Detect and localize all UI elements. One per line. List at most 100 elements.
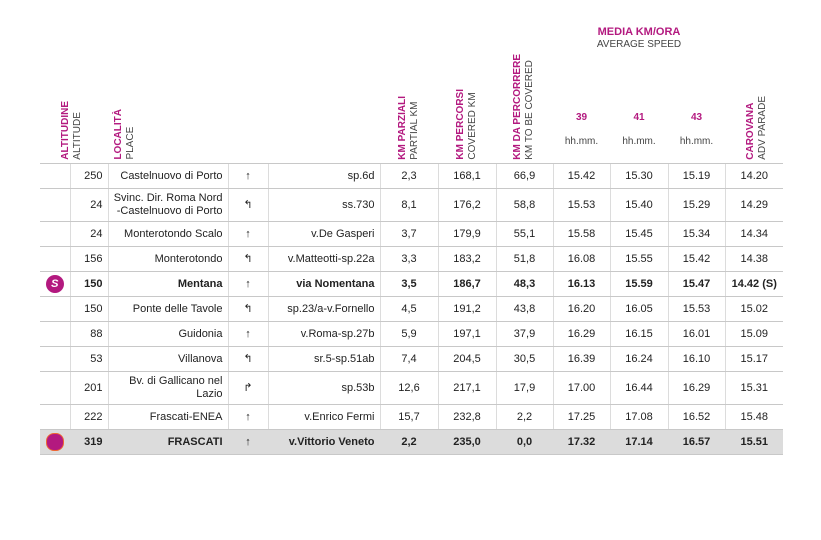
- speed-unit: hh.mm.: [622, 136, 656, 147]
- place-header: LOCALITÀ PLACE: [113, 109, 137, 160]
- speed-col: 39 hh.mm.: [553, 112, 610, 148]
- km-to-cover: 51,8: [495, 246, 553, 272]
- time-43: 16.52: [667, 404, 725, 430]
- road: sp.6d: [267, 163, 380, 189]
- header-en: COVERED KM: [467, 92, 478, 160]
- partial-header: KM PARZIALI PARTIAL KM: [397, 96, 421, 160]
- km-to-cover: 0,0: [495, 429, 553, 455]
- altitude-header: ALTITUDINE ALTITUDE: [60, 101, 84, 160]
- speed-col: 43 hh.mm.: [668, 112, 725, 148]
- km-to-cover: 2,2: [495, 404, 553, 430]
- row-icon: [40, 346, 70, 372]
- speed-value: 39: [575, 112, 588, 123]
- time-39: 17.32: [552, 429, 610, 455]
- time-39: 15.58: [552, 221, 610, 247]
- direction: ↰: [227, 246, 268, 272]
- header-it: MEDIA KM/ORA: [597, 26, 681, 38]
- place: Guidonia: [107, 321, 228, 347]
- caravan-time: 14.34: [724, 221, 783, 247]
- sprint-marker: S: [45, 275, 64, 293]
- time-41: 15.45: [609, 221, 668, 247]
- altitude: 88: [69, 321, 108, 347]
- altitude: 24: [69, 188, 108, 222]
- row-icon: [40, 221, 70, 247]
- time-39: 15.42: [552, 163, 610, 189]
- km-to-cover: 66,9: [495, 163, 553, 189]
- to-cover-header: KM DA PERCORRERE KM TO BE COVERED: [512, 54, 536, 160]
- covered-header: KM PERCORSI COVERED KM: [455, 89, 479, 160]
- header-it: CAROVANA: [745, 102, 756, 160]
- header-en: PLACE: [125, 127, 136, 160]
- road: sp.23/a-v.Fornello: [267, 296, 380, 322]
- time-41: 16.44: [609, 371, 668, 405]
- partial-km: 15,7: [379, 404, 438, 430]
- place: Monterotondo: [107, 246, 228, 272]
- time-43: 16.57: [667, 429, 725, 455]
- header-en: PARTIAL KM: [409, 101, 420, 160]
- time-43: 16.10: [667, 346, 725, 372]
- time-43: 15.53: [667, 296, 725, 322]
- covered-km: 186,7: [437, 271, 496, 297]
- place: Villanova: [107, 346, 228, 372]
- partial-km: 12,6: [379, 371, 438, 405]
- time-39: 16.13: [552, 271, 610, 297]
- time-39: 16.29: [552, 321, 610, 347]
- time-39: 17.25: [552, 404, 610, 430]
- table-row: S 150 Mentana ↑ via Nomentana 3,5 186,7 48,3 16.…: [40, 271, 783, 297]
- table-row: 250 Castelnuovo di Porto ↑ sp.6d 2,3 168,1 66,…: [40, 163, 783, 189]
- table-row: 24 Svinc. Dir. Roma Nord -Castelnuovo di …: [40, 188, 783, 222]
- time-43: 16.29: [667, 371, 725, 405]
- covered-km: 232,8: [437, 404, 496, 430]
- header-it: KM PERCORSI: [455, 89, 466, 160]
- direction: ↰: [227, 296, 268, 322]
- table-row: 156 Monterotondo ↰ v.Matteotti-sp.22a 3,3 183…: [40, 246, 783, 272]
- row-icon: [40, 188, 70, 222]
- road: ss.730: [267, 188, 380, 222]
- covered-km: 191,2: [437, 296, 496, 322]
- header-it: KM DA PERCORRERE: [512, 54, 523, 160]
- altitude: 150: [69, 296, 108, 322]
- row-icon: [40, 371, 70, 405]
- km-to-cover: 48,3: [495, 271, 553, 297]
- place: Mentana: [107, 271, 228, 297]
- row-icon: [40, 404, 70, 430]
- covered-km: 168,1: [437, 163, 496, 189]
- time-41: 15.55: [609, 246, 668, 272]
- header-it: KM PARZIALI: [397, 96, 408, 160]
- time-41: 16.24: [609, 346, 668, 372]
- place: Ponte delle Tavole: [107, 296, 228, 322]
- km-to-cover: 17,9: [495, 371, 553, 405]
- direction: ↰: [227, 188, 268, 222]
- partial-km: 3,7: [379, 221, 438, 247]
- road: v.Vittorio Veneto: [267, 429, 380, 455]
- table-row: 53 Villanova ↰ sr.5-sp.51ab 7,4 204,5 30,5 16.3…: [40, 346, 783, 372]
- altitude: 319: [69, 429, 108, 455]
- speed-unit: hh.mm.: [679, 136, 714, 147]
- row-icon: [40, 163, 70, 189]
- road: via Nomentana: [267, 271, 380, 297]
- covered-km: 204,5: [437, 346, 496, 372]
- covered-km: 179,9: [437, 221, 496, 247]
- route-table: 250 Castelnuovo di Porto ↑ sp.6d 2,3 168,1 66,…: [40, 163, 783, 455]
- partial-km: 2,2: [379, 429, 438, 455]
- road: sp.53b: [267, 371, 380, 405]
- partial-km: 4,5: [379, 296, 438, 322]
- time-41: 16.05: [609, 296, 668, 322]
- km-to-cover: 43,8: [495, 296, 553, 322]
- time-43: 16.01: [667, 321, 725, 347]
- partial-km: 2,3: [379, 163, 438, 189]
- time-39: 16.08: [552, 246, 610, 272]
- row-icon: [40, 246, 70, 272]
- covered-km: 197,1: [437, 321, 496, 347]
- time-41: 15.40: [609, 188, 668, 222]
- caravan-time: 15.17: [724, 346, 783, 372]
- speed-value: 43: [690, 112, 703, 123]
- row-icon: [40, 296, 70, 322]
- header-en: AVERAGE SPEED: [596, 39, 682, 50]
- caravan-time: 14.20: [724, 163, 783, 189]
- time-41: 17.14: [609, 429, 668, 455]
- time-39: 16.39: [552, 346, 610, 372]
- road: v.Roma-sp.27b: [267, 321, 380, 347]
- speed-unit: hh.mm.: [564, 136, 599, 147]
